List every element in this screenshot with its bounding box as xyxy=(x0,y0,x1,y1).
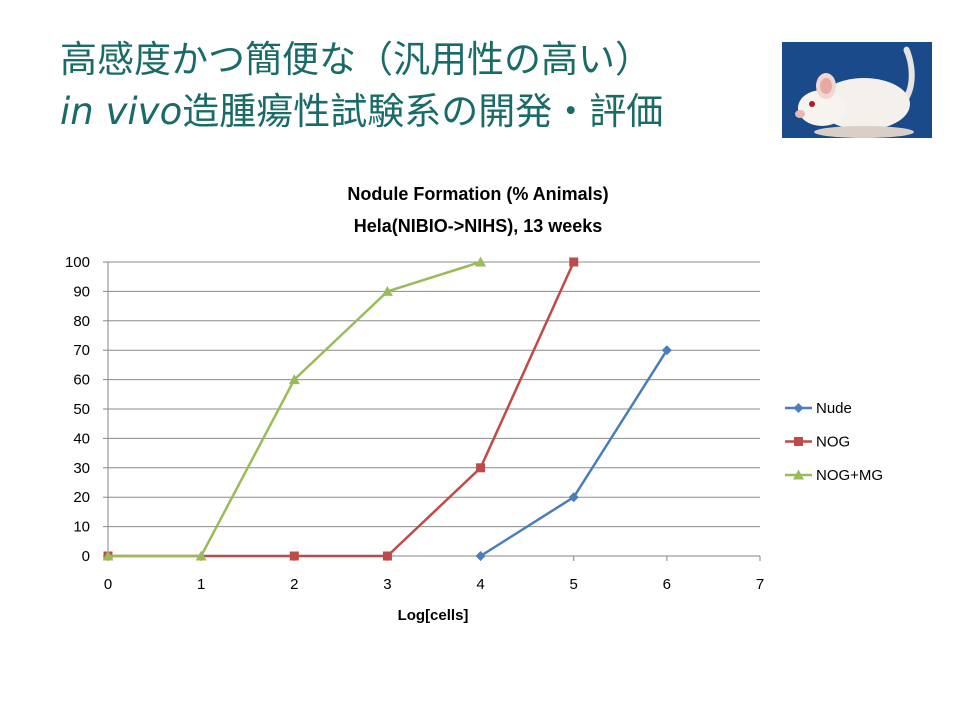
legend-marker xyxy=(793,469,804,480)
x-axis-label: Log[cells] xyxy=(398,607,469,624)
legend-label: Nude xyxy=(816,400,852,417)
y-tick-label: 0 xyxy=(82,548,90,565)
white-mouse-icon xyxy=(782,42,932,138)
data-point xyxy=(289,551,299,561)
legend-entry: NOG xyxy=(785,434,850,451)
legend-marker xyxy=(793,403,804,413)
title-line-2: in vivo造腫瘍性試験系の開発・評価 xyxy=(60,86,663,138)
y-tick-label: 40 xyxy=(73,430,90,447)
x-tick-label: 4 xyxy=(476,576,484,593)
y-tick-label: 100 xyxy=(65,254,90,271)
x-tick-label: 3 xyxy=(383,576,391,593)
series-nude xyxy=(475,345,672,561)
y-tick-label: 90 xyxy=(73,283,90,300)
data-point xyxy=(382,551,392,561)
x-tick-label: 6 xyxy=(663,576,671,593)
x-tick-label: 7 xyxy=(756,576,764,593)
data-point xyxy=(475,551,486,561)
x-tick-label: 1 xyxy=(197,576,205,593)
legend-entry: NOG+MG xyxy=(785,467,883,484)
y-tick-label: 50 xyxy=(73,401,90,418)
y-tick-label: 10 xyxy=(73,519,90,536)
data-point xyxy=(661,345,672,356)
series-nog-mg xyxy=(102,256,487,561)
slide-title: 高感度かつ簡便な（汎用性の高い） in vivo造腫瘍性試験系の開発・評価 xyxy=(60,34,663,138)
data-point xyxy=(475,256,487,267)
legend-label: NOG+MG xyxy=(816,467,883,484)
chart-subtitle: Hela(NIBIO->NIHS), 13 weeks xyxy=(354,216,603,236)
y-tick-label: 30 xyxy=(73,460,90,477)
data-point xyxy=(195,550,207,561)
y-tick-label: 60 xyxy=(73,372,90,389)
data-point xyxy=(476,463,486,473)
chart-title: Nodule Formation (% Animals) xyxy=(347,184,608,204)
x-tick-label: 0 xyxy=(104,576,112,593)
data-point xyxy=(381,285,393,296)
mouse-photo xyxy=(782,42,932,138)
legend-marker xyxy=(794,437,803,446)
title-line-1: 高感度かつ簡便な（汎用性の高い） xyxy=(60,38,652,81)
series-line xyxy=(479,349,668,558)
title-line-2-rest: 造腫瘍性試験系の開発・評価 xyxy=(182,90,664,133)
data-point xyxy=(569,257,579,267)
legend-entry: Nude xyxy=(785,400,852,417)
x-tick-label: 2 xyxy=(290,576,298,593)
x-tick-label: 5 xyxy=(570,576,578,593)
legend-label: NOG xyxy=(816,434,850,451)
data-point xyxy=(102,550,114,561)
y-tick-label: 20 xyxy=(73,489,90,506)
y-tick-label: 70 xyxy=(73,342,90,359)
data-point xyxy=(288,374,300,385)
title-italic-in-vivo: in vivo xyxy=(60,90,183,133)
y-tick-label: 80 xyxy=(73,313,90,330)
data-point xyxy=(568,492,579,503)
